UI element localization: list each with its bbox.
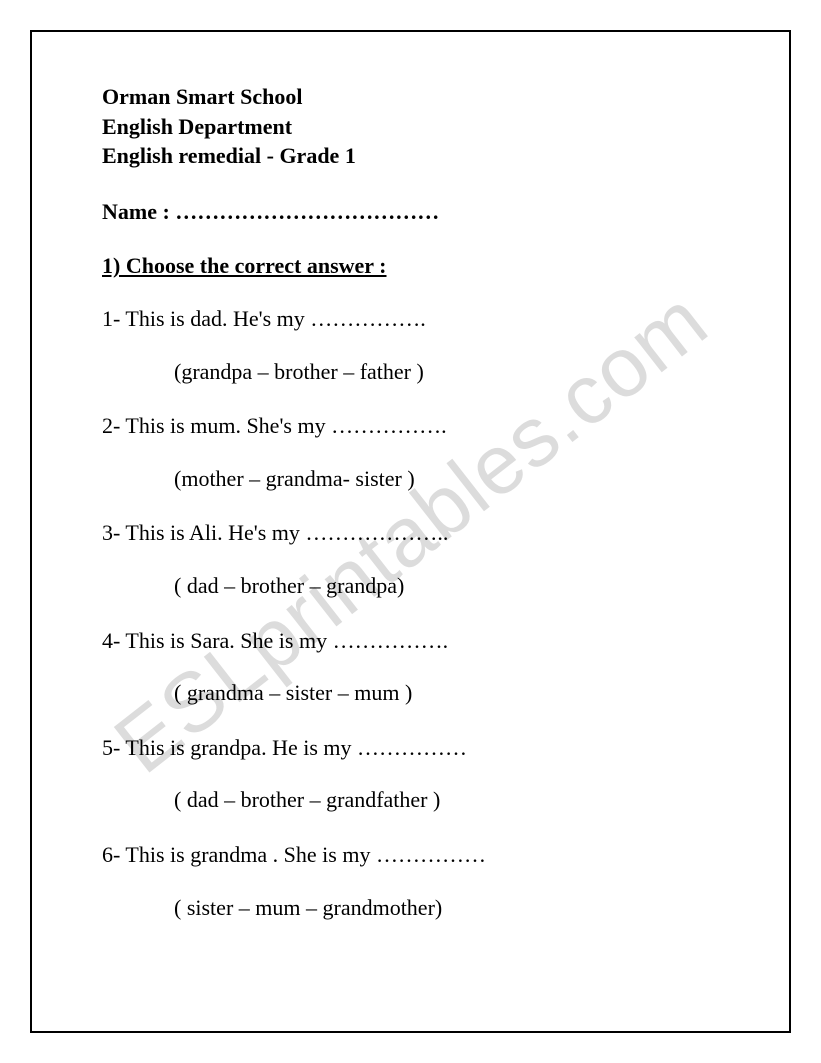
- question-1-options: (grandpa – brother – father ): [174, 358, 719, 387]
- question-2-options: (mother – grandma- sister ): [174, 465, 719, 494]
- question-6-prompt: 6- This is grandma . She is my ……………: [102, 841, 719, 870]
- section-title: 1) Choose the correct answer :: [102, 253, 719, 279]
- question-3-prompt: 3- This is Ali. He's my ………………..: [102, 519, 719, 548]
- header-department: English Department: [102, 112, 719, 142]
- question-3-options: ( dad – brother – grandpa): [174, 572, 719, 601]
- name-field-label: Name : ………………………………: [102, 199, 719, 225]
- question-2-prompt: 2- This is mum. She's my …………….: [102, 412, 719, 441]
- document-frame: ESLprintables.com Orman Smart School Eng…: [30, 30, 791, 1033]
- header-course: English remedial - Grade 1: [102, 141, 719, 171]
- question-4-options: ( grandma – sister – mum ): [174, 679, 719, 708]
- question-1-prompt: 1- This is dad. He's my …………….: [102, 305, 719, 334]
- document-content: Orman Smart School English Department En…: [102, 82, 719, 922]
- header-school: Orman Smart School: [102, 82, 719, 112]
- question-5-prompt: 5- This is grandpa. He is my ……………: [102, 734, 719, 763]
- question-5-options: ( dad – brother – grandfather ): [174, 786, 719, 815]
- question-6-options: ( sister – mum – grandmother): [174, 894, 719, 923]
- question-4-prompt: 4- This is Sara. She is my …………….: [102, 627, 719, 656]
